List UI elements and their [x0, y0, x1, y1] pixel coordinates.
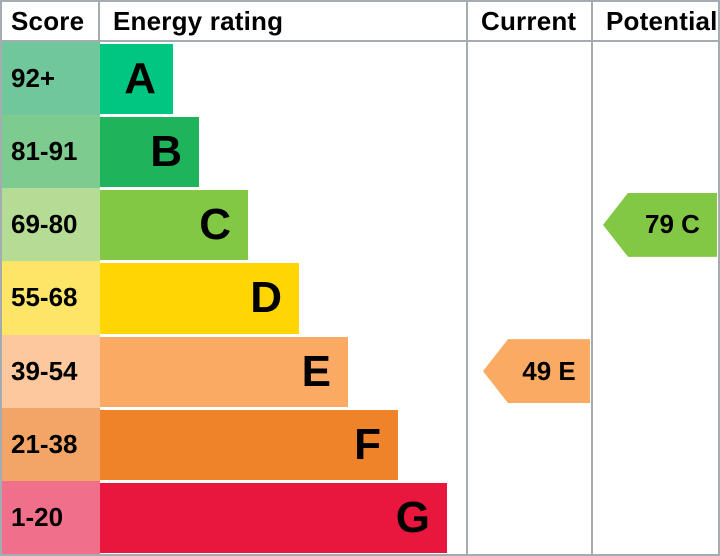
- band-row-b: 81-91 B: [2, 115, 718, 189]
- score-cell-f: 21-38: [2, 407, 100, 481]
- band-letter-g: G: [395, 492, 430, 542]
- band-row-d: 55-68 D: [2, 261, 718, 335]
- score-cell-a: 92+: [2, 42, 100, 116]
- score-range-g: 1-20: [11, 501, 64, 532]
- score-range-f: 21-38: [11, 428, 78, 459]
- band-letter-e: E: [301, 346, 331, 396]
- score-range-c: 69-80: [11, 209, 78, 240]
- band-bar-c: C: [100, 190, 248, 261]
- header-energy-rating: Energy rating: [113, 5, 284, 36]
- band-bar-b: B: [100, 117, 199, 188]
- header-current: Current: [481, 5, 577, 36]
- score-range-b: 81-91: [11, 136, 78, 167]
- band-letter-a: A: [124, 54, 156, 104]
- band-letter-c: C: [199, 200, 231, 250]
- header-score: Score: [2, 2, 100, 40]
- score-range-d: 55-68: [11, 282, 78, 313]
- potential-rating-label: 79 C: [645, 209, 700, 240]
- column-divider-current: [591, 2, 593, 554]
- column-divider-energy-rating: [466, 2, 468, 554]
- band-row-e: 39-54 E 49 E: [2, 334, 718, 408]
- band-row-c: 69-80 C 79 C: [2, 188, 718, 262]
- band-letter-f: F: [354, 419, 381, 469]
- band-row-f: 21-38 F: [2, 407, 718, 481]
- band-bar-d: D: [100, 263, 299, 334]
- score-cell-g: 1-20: [2, 480, 100, 554]
- band-bar-g: G: [100, 482, 447, 553]
- score-cell-e: 39-54: [2, 334, 100, 408]
- current-rating-label: 49 E: [522, 355, 576, 386]
- band-bar-a: A: [100, 44, 173, 115]
- band-bar-e: E: [100, 336, 348, 407]
- band-bar-f: F: [100, 409, 398, 480]
- score-cell-c: 69-80: [2, 188, 100, 262]
- band-row-a: 92+ A: [2, 42, 718, 116]
- score-cell-d: 55-68: [2, 261, 100, 335]
- score-range-a: 92+: [11, 63, 56, 94]
- header-potential: Potential: [606, 5, 718, 36]
- potential-rating-arrow: 79 C: [603, 192, 717, 257]
- band-rows: 92+ A 81-91 B 69-80 C 79 C: [2, 42, 718, 554]
- score-range-e: 39-54: [11, 355, 78, 386]
- current-rating-arrow: 49 E: [483, 339, 590, 404]
- band-letter-d: D: [250, 273, 282, 323]
- chart-header: Score Energy rating Current Potential: [2, 2, 718, 42]
- band-row-g: 1-20 G: [2, 480, 718, 554]
- score-cell-b: 81-91: [2, 115, 100, 189]
- band-letter-b: B: [150, 127, 182, 177]
